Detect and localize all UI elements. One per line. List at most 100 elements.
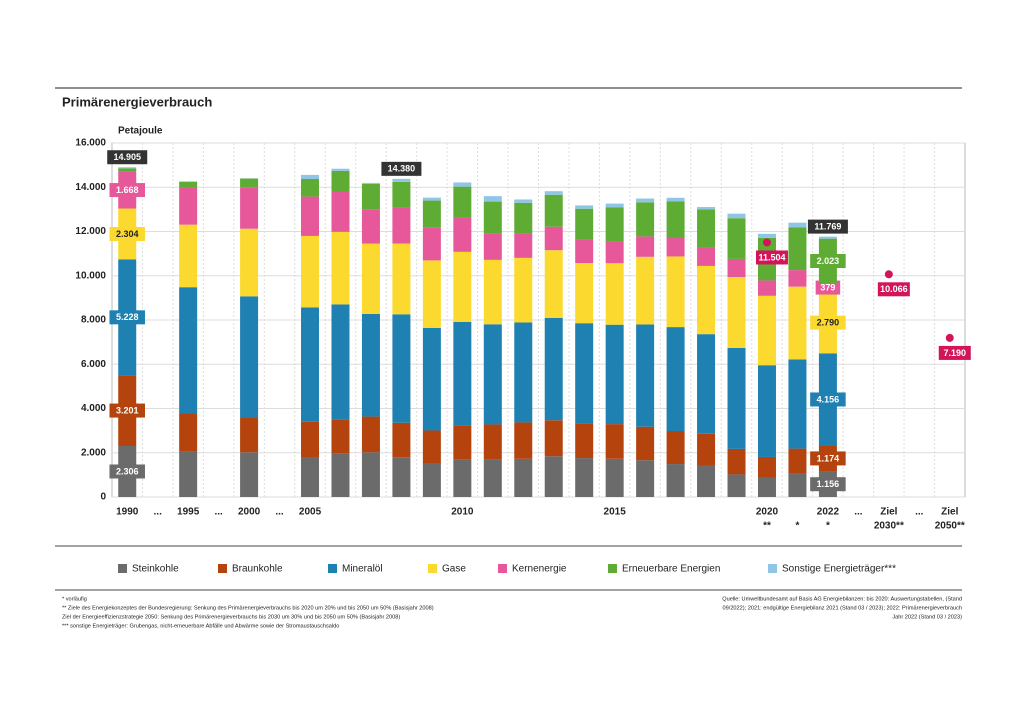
x-tick-label: Ziel xyxy=(880,507,897,518)
bar-segment xyxy=(728,277,746,348)
bar-segment xyxy=(514,199,532,202)
x-tick-label: 2000 xyxy=(238,507,261,518)
value-label: 2.306 xyxy=(116,466,139,476)
bar-segment xyxy=(667,198,685,202)
bar-segment xyxy=(758,234,776,238)
bar-segment xyxy=(423,464,441,497)
y-tick-label: 10.000 xyxy=(75,270,106,281)
bar-segment xyxy=(728,348,746,449)
chart-title: Primärenergieverbrauch xyxy=(62,94,212,109)
bar-segment xyxy=(758,296,776,365)
bar-segment xyxy=(514,322,532,422)
bar-segment xyxy=(545,250,563,318)
bar-segment xyxy=(331,232,349,304)
target-dot xyxy=(946,334,954,342)
bar-segment xyxy=(545,227,563,250)
value-label: 379 xyxy=(820,282,835,292)
bar-segment xyxy=(423,431,441,464)
legend-label: Braunkohle xyxy=(232,564,283,575)
footnote: *** sonstige Energieträger: Grubengas, n… xyxy=(62,623,339,629)
value-label: 3.201 xyxy=(116,405,139,415)
bar-segment xyxy=(392,457,410,497)
value-label: 2.304 xyxy=(116,229,139,239)
bar-segment xyxy=(453,218,471,252)
legend-label: Steinkohle xyxy=(132,564,179,575)
bar-segment xyxy=(301,179,319,197)
x-tick-note: * xyxy=(795,521,799,532)
y-tick-label: 12.000 xyxy=(75,226,106,237)
bar-segment xyxy=(514,459,532,497)
bar-segment xyxy=(606,241,624,263)
bar-segment xyxy=(575,323,593,423)
y-tick-label: 16.000 xyxy=(75,138,106,149)
bar-segment xyxy=(545,420,563,456)
bar-segment xyxy=(575,205,593,208)
legend-swatch xyxy=(118,564,127,573)
x-tick-note: 2050** xyxy=(935,521,965,532)
value-label: 2.023 xyxy=(817,256,840,266)
bar-segment xyxy=(484,424,502,459)
bar-segment xyxy=(636,199,654,203)
bar-segment xyxy=(484,260,502,324)
source: 09/2022); 2021: endgültige Energiebilanz… xyxy=(723,605,962,611)
bar-segment xyxy=(362,210,380,244)
bar-segment xyxy=(575,209,593,240)
bar-segment xyxy=(240,418,258,452)
x-tick-label: 2005 xyxy=(299,507,322,518)
x-tick-note: ** xyxy=(763,521,771,532)
x-tick-label: 1990 xyxy=(116,507,139,518)
bar-segment xyxy=(636,324,654,426)
bar-segment xyxy=(362,417,380,453)
bar-segment xyxy=(331,171,349,192)
bar-segment xyxy=(362,244,380,314)
bar-segment xyxy=(453,322,471,426)
y-tick-label: 14.000 xyxy=(75,182,106,193)
x-tick-label: ... xyxy=(275,507,284,518)
total-label: 14.380 xyxy=(388,164,416,174)
bar-segment xyxy=(301,175,319,179)
bar-segment xyxy=(331,454,349,497)
bar-segment xyxy=(118,168,136,171)
bar-segment xyxy=(362,452,380,497)
y-tick-label: 0 xyxy=(100,492,106,503)
legend-label: Sonstige Energieträger*** xyxy=(782,564,896,575)
y-tick-label: 2.000 xyxy=(81,447,106,458)
bar-segment xyxy=(453,459,471,497)
bar-segment xyxy=(362,314,380,417)
legend-swatch xyxy=(428,564,437,573)
legend-swatch xyxy=(328,564,337,573)
bar-segment xyxy=(392,179,410,182)
bar-segment xyxy=(545,195,563,227)
target-label: 10.066 xyxy=(880,284,908,294)
bar-segment xyxy=(392,423,410,457)
bar-segment xyxy=(758,280,776,295)
bar-segment xyxy=(606,263,624,325)
bar-segment xyxy=(331,169,349,171)
bar-segment xyxy=(728,214,746,218)
bar-segment xyxy=(788,474,806,497)
bar-segment xyxy=(179,182,197,188)
bar-segment xyxy=(575,423,593,458)
bar-segment xyxy=(636,257,654,325)
bar-segment xyxy=(514,422,532,458)
bar-segment xyxy=(636,236,654,256)
bar-segment xyxy=(179,187,197,224)
bar-segment xyxy=(331,419,349,454)
bar-segment xyxy=(453,426,471,459)
bar-segment xyxy=(819,237,837,239)
bar-segment xyxy=(179,181,197,182)
bar-segment xyxy=(788,227,806,270)
bar-segment xyxy=(575,240,593,263)
bar-segment xyxy=(484,196,502,201)
value-label: 1.668 xyxy=(116,185,139,195)
bar-segment xyxy=(606,325,624,424)
bar-segment xyxy=(392,182,410,208)
bar-segment xyxy=(301,307,319,421)
x-tick-label: Ziel xyxy=(941,507,958,518)
x-tick-note: * xyxy=(826,521,830,532)
legend-swatch xyxy=(498,564,507,573)
bar-segment xyxy=(240,188,258,229)
bar-segment xyxy=(362,183,380,184)
bar-segment xyxy=(179,451,197,497)
bar-segment xyxy=(788,359,806,448)
